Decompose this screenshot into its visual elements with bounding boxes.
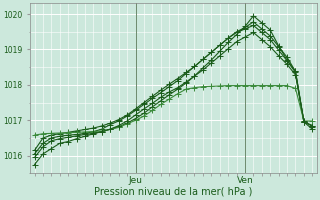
X-axis label: Pression niveau de la mer( hPa ): Pression niveau de la mer( hPa ) [94, 187, 252, 197]
